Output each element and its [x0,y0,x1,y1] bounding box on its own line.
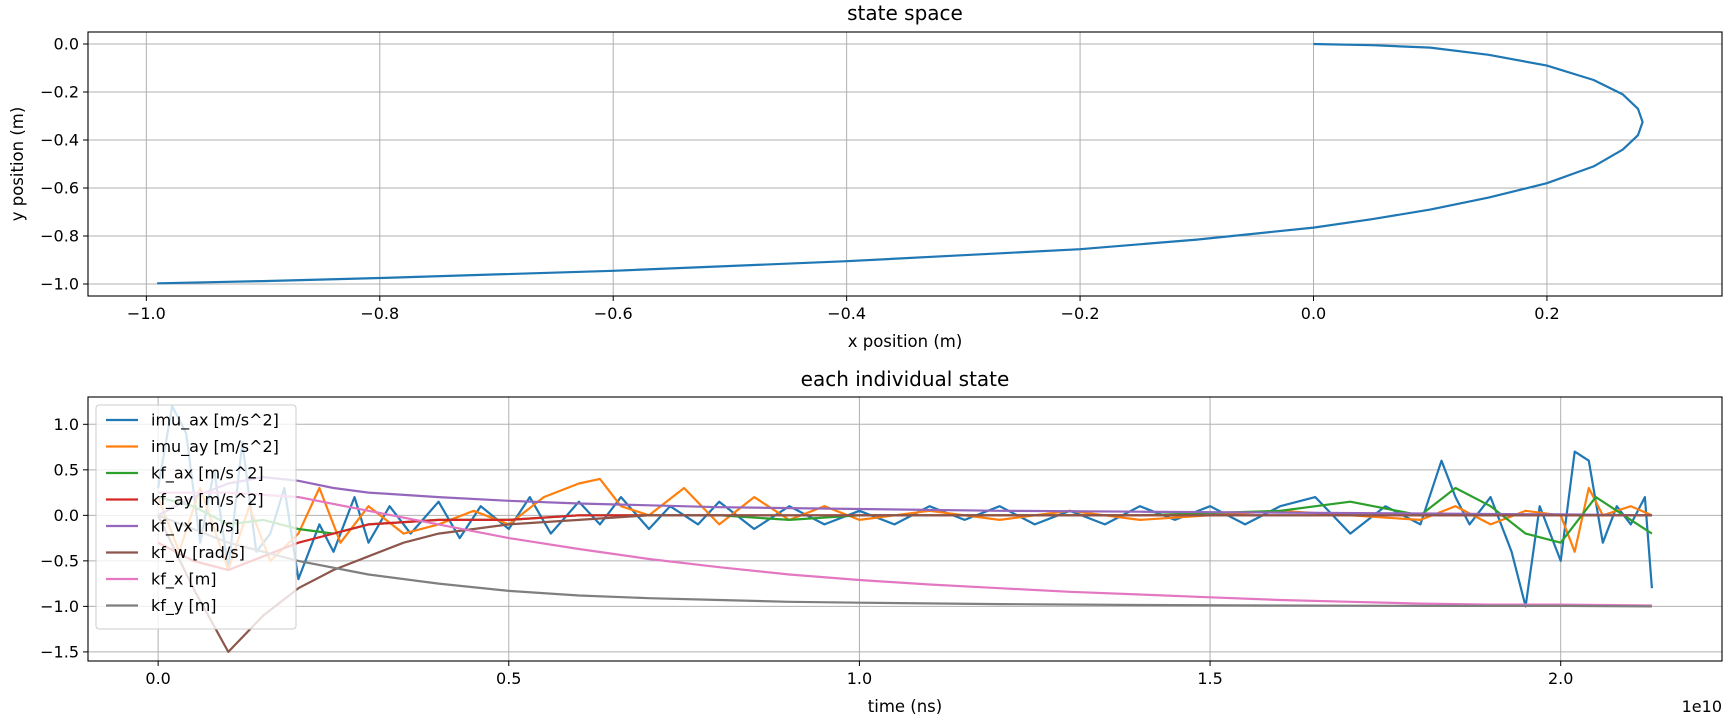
y-tick-label: −1.5 [40,642,79,661]
legend-label: kf_y [m] [151,596,217,616]
imu-ay-line [157,477,1653,572]
individual-states-frame [87,396,1723,662]
legend-label: kf_x [m] [151,570,217,590]
x-tick-label: 1.0 [847,669,872,688]
x-tick-label: 0.5 [496,669,521,688]
individual-states-ticks: 0.0 0.5 1.0 1.5 2.0 1.0 0.5 0.0 −0.5 −1.0 −1.5 [40,415,1573,688]
x-tick-label: −1.0 [127,304,166,323]
kf-ax-line [157,486,1653,544]
x-tick-label: 0.0 [145,669,170,688]
x-tick-label: −0.2 [1061,304,1100,323]
individual-states-grid [88,397,1722,661]
x-offset-label: 1e10 [1682,697,1722,716]
y-tick-label: −0.6 [40,179,79,198]
x-tick-label: −0.4 [827,304,866,323]
kf-ay-line [157,514,1652,572]
y-tick-label: 0.0 [54,506,79,525]
legend-label: imu_ax [m/s^2] [151,411,279,431]
y-tick-label: −1.0 [40,275,79,294]
legend-label: kf_w [rad/s] [151,543,245,563]
legend-label: kf_vx [m/s] [151,517,240,537]
state-space-title: state space [847,1,963,25]
x-tick-label: 0.0 [1301,304,1326,323]
y-tick-label: −0.5 [40,551,79,570]
state-space-ylabel: y position (m) [8,107,27,222]
individual-states-lines [157,405,1653,654]
y-tick-label: −0.4 [40,131,79,150]
legend-label: kf_ax [m/s^2] [151,464,264,484]
state-space-grid [88,32,1722,296]
legend-label: imu_ay [m/s^2] [151,437,279,457]
kf-x-line [158,491,1652,607]
state-space-xlabel: x position (m) [848,332,963,351]
legend: imu_ax [m/s^2] imu_ay [m/s^2] kf_ax [m/s^2… [95,404,297,630]
legend-label: kf_ay [m/s^2] [151,490,264,510]
y-tick-label: 1.0 [54,415,79,434]
x-tick-label: 1.5 [1197,669,1222,688]
individual-states-axes: each individual state 0.0 0.5 1.0 1.5 2.0 1.0… [40,367,1723,716]
y-tick-label: −1.0 [40,597,79,616]
y-tick-label: 0.0 [54,35,79,54]
individual-states-title: each individual state [801,367,1010,391]
x-tick-label: −0.8 [360,304,399,323]
x-tick-label: −0.6 [594,304,633,323]
x-tick-label: 0.2 [1534,304,1559,323]
x-tick-label: 2.0 [1548,669,1573,688]
y-tick-label: −0.8 [40,227,79,246]
y-tick-label: −0.2 [40,83,79,102]
y-tick-label: 0.5 [54,460,79,479]
state-space-ticks: −1.0 −0.8 −0.6 −0.4 −0.2 0.0 0.2 0.0 −0.2 −0.4 −0.… [40,35,1560,324]
state-space-lines [156,42,1644,285]
kf-y-line [157,514,1652,608]
state-space-axes: state space −1.0 −0.8 −0.6 −0.4 −0.2 0.0 0.2 0.… [8,1,1723,351]
individual-states-xlabel: time (ns) [868,697,942,716]
trajectory-line [156,42,1644,285]
state-space-frame [87,31,1723,297]
legend-box [95,404,297,630]
